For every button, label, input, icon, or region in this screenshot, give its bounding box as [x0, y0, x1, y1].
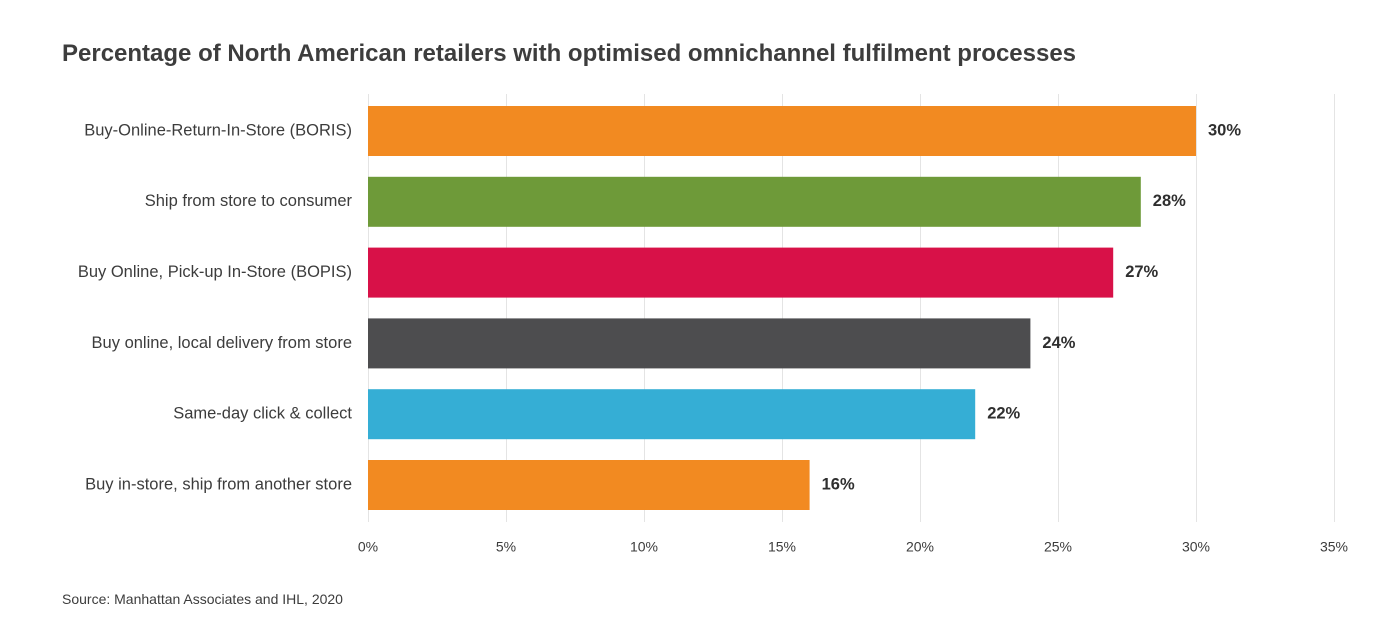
chart-title: Percentage of North American retailers w… — [62, 40, 1077, 67]
category-labels: Buy-Online-Return-In-Store (BORIS) Ship f… — [78, 121, 353, 493]
category-label: Buy-Online-Return-In-Store (BORIS) — [84, 121, 352, 139]
bar — [368, 247, 1114, 298]
x-tick-label: 0% — [358, 539, 378, 555]
x-tick-label: 20% — [906, 539, 934, 555]
bar — [368, 389, 976, 440]
bar — [368, 460, 810, 510]
bar — [368, 318, 1031, 369]
bar — [368, 106, 1196, 156]
category-label: Ship from store to consumer — [145, 192, 353, 210]
x-tick-label: 35% — [1320, 539, 1348, 555]
x-tick-label: 15% — [768, 539, 796, 555]
data-label: 28% — [1153, 192, 1186, 210]
bar — [368, 176, 1141, 227]
category-label: Same-day click & collect — [173, 405, 352, 423]
bars — [368, 106, 1196, 510]
source-note: Source: Manhattan Associates and IHL, 20… — [62, 591, 343, 607]
category-label: Buy online, local delivery from store — [92, 334, 352, 352]
x-tick-label: 25% — [1044, 539, 1072, 555]
x-tick-label: 30% — [1182, 539, 1210, 555]
data-label: 27% — [1125, 263, 1158, 281]
value-labels: 30% 28% 27% 24% 22% 16% — [822, 121, 1242, 493]
gridlines — [368, 94, 1335, 522]
data-label: 16% — [822, 475, 855, 493]
category-label: Buy Online, Pick-up In-Store (BOPIS) — [78, 263, 352, 281]
data-label: 24% — [1042, 334, 1075, 352]
data-label: 22% — [987, 405, 1020, 423]
x-tick-label: 5% — [496, 539, 516, 555]
data-label: 30% — [1208, 121, 1241, 139]
x-tick-label: 10% — [630, 539, 658, 555]
category-label: Buy in-store, ship from another store — [85, 475, 352, 493]
x-axis-tick-labels: 0% 5% 10% 15% 20% 25% 30% 35% — [358, 539, 1348, 555]
